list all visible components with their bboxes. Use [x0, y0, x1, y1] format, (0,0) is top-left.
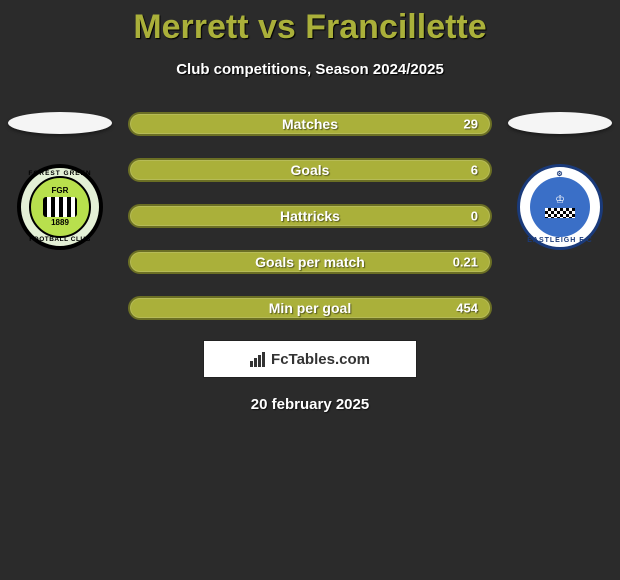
left-player-column: FOREST GREEN FOOTBALL CLUB FGR 1889 [6, 108, 114, 250]
right-badge-checker-icon [545, 208, 575, 218]
stat-label: Hattricks [280, 208, 340, 224]
left-badge-bottom-text: FOOTBALL CLUB [21, 236, 99, 243]
left-badge-ring-text: FOREST GREEN FOOTBALL CLUB [21, 168, 99, 246]
page-subtitle: Club competitions, Season 2024/2025 [0, 61, 620, 78]
stat-label: Min per goal [269, 300, 351, 316]
page-title: Merrett vs Francillette [0, 8, 620, 47]
stat-label: Matches [282, 116, 338, 132]
stat-bar-mpg: Min per goal 454 [128, 296, 492, 320]
right-club-badge: ⚙ EASTLEIGH F.C ♔ [517, 164, 603, 250]
bar-chart-icon [250, 351, 265, 367]
stat-bar-hattricks: Hattricks 0 [128, 204, 492, 228]
left-badge-top-text: FOREST GREEN [21, 170, 99, 177]
right-badge-inner: ♔ [530, 177, 590, 237]
right-badge-bottom-text: EASTLEIGH F.C [520, 237, 600, 244]
stats-column: Matches 29 Goals 6 Hattricks 0 Goals per… [114, 108, 506, 320]
footer-brand-text: FcTables.com [271, 351, 370, 368]
right-player-photo-placeholder [508, 112, 612, 134]
stat-value: 0 [471, 209, 478, 224]
stat-value: 454 [456, 301, 478, 316]
footer-date: 20 february 2025 [0, 396, 620, 413]
stat-value: 0.21 [453, 255, 478, 270]
footer-brand-banner[interactable]: FcTables.com [203, 340, 417, 378]
stat-value: 29 [464, 117, 478, 132]
comparison-card: Merrett vs Francillette Club competition… [0, 0, 620, 413]
stat-value: 6 [471, 163, 478, 178]
right-player-column: ⚙ EASTLEIGH F.C ♔ [506, 108, 614, 250]
right-badge-crown-icon: ♔ [548, 196, 572, 206]
stat-label: Goals per match [255, 254, 365, 270]
left-club-badge: FOREST GREEN FOOTBALL CLUB FGR 1889 [17, 164, 103, 250]
left-player-photo-placeholder [8, 112, 112, 134]
main-row: FOREST GREEN FOOTBALL CLUB FGR 1889 Matc… [0, 108, 620, 320]
stat-bar-gpm: Goals per match 0.21 [128, 250, 492, 274]
stat-bar-matches: Matches 29 [128, 112, 492, 136]
stat-label: Goals [291, 162, 330, 178]
stat-bar-goals: Goals 6 [128, 158, 492, 182]
